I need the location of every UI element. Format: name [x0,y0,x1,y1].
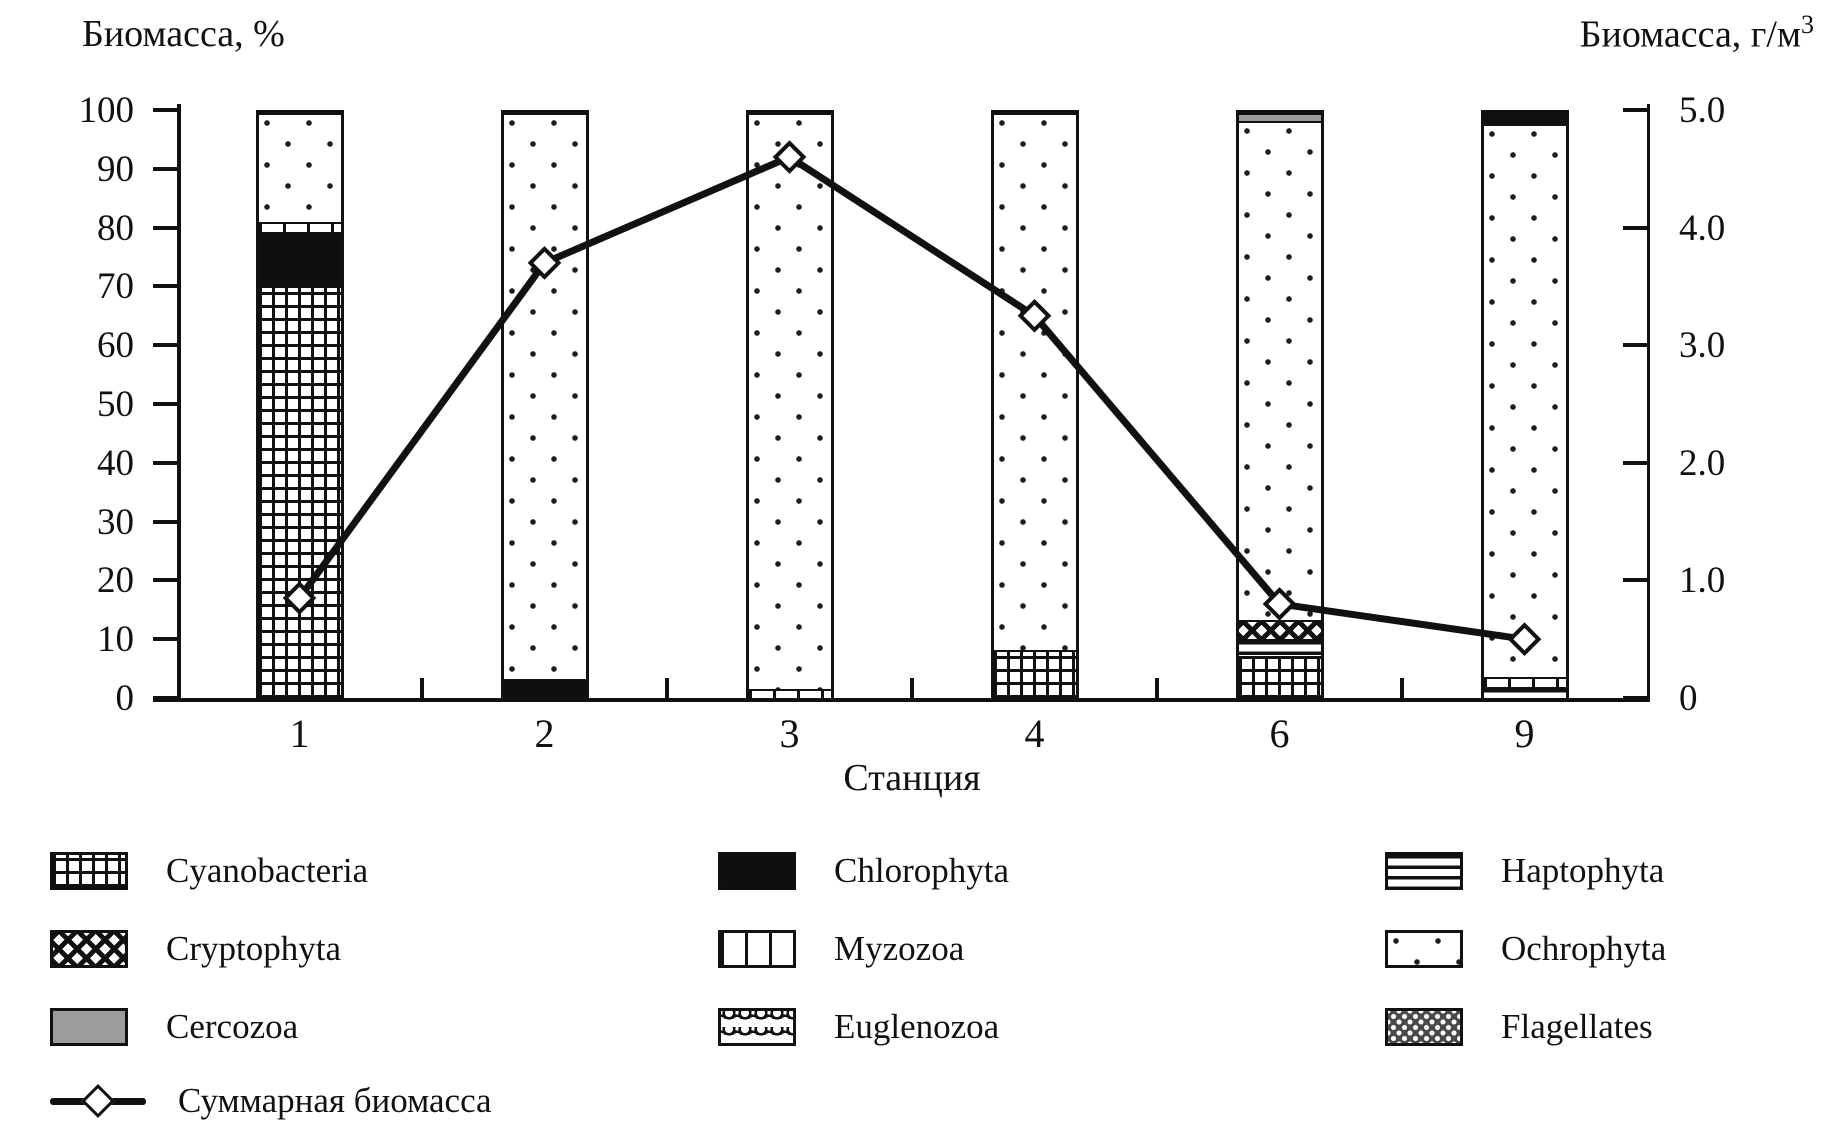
left-axis-tick [153,696,177,700]
bar-station-4 [990,110,1079,701]
left-axis-tick [153,225,177,230]
right-axis-title: Биомасса, г/м3 [1580,10,1814,57]
left-axis-tick [153,578,177,583]
left-axis-tick-label: 70 [97,266,134,308]
left-axis-tick-label: 30 [97,501,134,543]
bar-segment-myzozoa [1483,676,1566,688]
right-axis-tick [1623,696,1647,700]
x-axis-category-label: 9 [1514,711,1535,756]
left-axis-tick-label: 20 [97,560,134,602]
bar-segment-chlorophyta [503,678,586,698]
bar-segment-chlorophyta [1483,115,1566,124]
right-axis-tick [1623,343,1647,348]
left-axis-tick [153,460,177,465]
right-axis-tick-label: 5.0 [1679,90,1726,131]
x-axis-minor-tick [420,678,424,698]
diamond-marker [1507,622,1542,657]
right-axis-line [1647,104,1650,698]
x-axis-minor-tick [665,678,669,698]
left-axis-tick [153,637,177,642]
left-axis-tick-label: 80 [97,207,134,249]
x-axis-category-label: 1 [289,711,310,756]
left-axis-tick-label: 0 [115,678,135,719]
bar-station-9 [1480,110,1569,701]
left-axis-tick [153,343,177,348]
x-axis-category-label: 6 [1269,711,1290,756]
total-biomass-line-layer [282,140,1542,657]
right-axis-tick [1623,225,1647,230]
right-axis-tick [1623,578,1647,583]
diamond-marker [772,140,807,174]
diamond-marker [527,246,562,280]
x-axis-baseline [153,698,1650,702]
left-axis-tick-label: 90 [97,148,134,190]
left-axis-tick [153,402,177,406]
right-axis-tick-label: 2.0 [1679,442,1726,484]
left-axis-tick [153,284,177,289]
right-axis-tick-label: 0 [1679,678,1698,719]
x-axis-category-label: 4 [1024,711,1045,756]
diamond-marker [282,581,317,615]
total-biomass-line [296,153,1528,643]
right-axis-tick-label: 1.0 [1679,560,1726,602]
bar-segment-ochrophyta [503,115,586,679]
bar-segment-ochrophyta [1238,120,1321,621]
x-axis-category-label: 3 [779,711,800,756]
bar-segment-ochrophyta [1483,123,1566,677]
bar-segment-cryptophyta [1238,620,1321,640]
right-axis-tick-label: 3.0 [1679,325,1726,367]
right-axis-title-superscript: 3 [1801,10,1814,39]
left-axis-tick [153,166,177,171]
left-axis-tick-label: 10 [97,619,134,661]
x-axis-minor-tick [910,678,914,698]
x-axis-minor-tick [1400,678,1404,698]
bar-segment-cercozoa [1238,115,1321,121]
left-axis-tick-label: 40 [97,442,134,484]
bar-segment-cyanobacteria [993,649,1076,698]
left-axis-title: Биомасса, % [82,13,285,55]
bar-segment-myzozoa [748,689,831,698]
bar-segment-chlorophyta [258,232,341,287]
right-axis-title-text: Биомасса, г/м [1579,13,1801,56]
left-axis-tick [153,519,177,524]
left-axis-tick-label: 100 [78,90,135,131]
x-axis-title: Станция [843,757,981,799]
bar-segment-cyanobacteria [258,286,341,699]
left-axis-tick-label: 60 [97,325,134,367]
bar-segment-ochrophyta [258,115,341,222]
right-axis-tick [1623,108,1647,112]
x-axis-category-label: 2 [534,711,555,756]
bar-station-2 [500,110,589,701]
left-axis-tick-label: 50 [97,384,134,425]
right-axis-tick-label: 4.0 [1679,207,1726,249]
diamond-marker [1017,298,1052,333]
bar-segment-myzozoa [258,221,341,233]
diamond-marker [1262,587,1297,621]
left-axis-tick [153,108,177,112]
bar-station-3 [745,110,834,701]
bar-segment-haptophyta [1483,687,1566,698]
x-axis-minor-tick [1155,678,1159,698]
bar-segment-ochrophyta [993,115,1076,650]
left-axis-line [177,104,181,698]
bar-segment-cyanobacteria [1238,655,1321,698]
right-axis-tick [1623,460,1647,465]
bar-segment-ochrophyta [748,115,831,690]
bar-segment-haptophyta [1238,639,1321,656]
